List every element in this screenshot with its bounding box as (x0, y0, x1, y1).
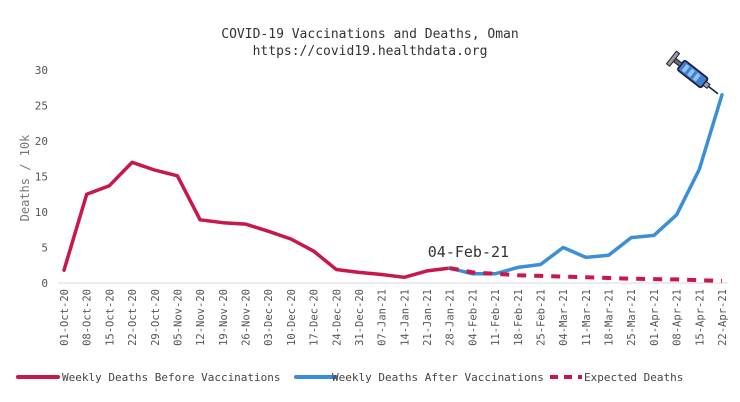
y-tick-label: 10 (35, 206, 48, 219)
legend-label-3: Expected Deaths (584, 371, 683, 384)
x-tick-label: 01-Apr-21 (649, 289, 661, 346)
x-tick-label: 03-Dec-20 (263, 289, 275, 346)
x-tick-label: 08-Apr-21 (672, 289, 684, 346)
x-tick-label: 04-Mar-21 (558, 289, 570, 346)
x-tick-label: 01-Oct-20 (59, 289, 71, 346)
y-axis-ticks: 0 5 10 15 20 25 30 (35, 64, 48, 290)
legend-label-1: Weekly Deaths Before Vaccinations (62, 371, 281, 384)
x-tick-label: 19-Nov-20 (218, 289, 230, 346)
x-tick-label: 15-Apr-21 (694, 289, 706, 346)
y-tick-label: 25 (35, 100, 48, 113)
annotation-label: 04-Feb-21 (428, 243, 509, 261)
series-line-1 (62, 160, 452, 280)
chart-title: COVID-19 Vaccinations and Deaths, Oman (221, 27, 518, 42)
x-tick-label: 18-Feb-21 (513, 289, 525, 346)
x-tick-label: 18-Mar-21 (604, 289, 616, 346)
legend-label-2: Weekly Deaths After Vaccinations (332, 371, 544, 384)
chart-subtitle: https://covid19.healthdata.org (253, 44, 488, 59)
x-tick-label: 14-Jan-21 (399, 289, 411, 346)
y-tick-label: 30 (35, 64, 48, 77)
x-tick-label: 12-Nov-20 (195, 289, 207, 346)
x-tick-label: 21-Jan-21 (422, 289, 434, 346)
syringe-icon (665, 50, 719, 95)
series-line-3 (449, 266, 723, 283)
x-tick-label: 22-Apr-21 (717, 289, 729, 346)
x-tick-label: 17-Dec-20 (309, 289, 321, 346)
y-tick-label: 15 (35, 171, 48, 184)
x-tick-label: 11-Mar-21 (581, 289, 593, 346)
legend: Weekly Deaths Before Vaccinations Weekly … (16, 371, 683, 384)
x-axis-ticks: 01-Oct-20 08-Oct-20 15-Oct-20 22-Oct-20 29-O… (59, 289, 729, 346)
x-tick-label: 05-Nov-20 (172, 289, 184, 346)
series-line-2 (447, 93, 724, 276)
x-tick-label: 31-Dec-20 (354, 289, 366, 346)
series-group (62, 93, 724, 283)
x-tick-label: 15-Oct-20 (104, 289, 116, 346)
y-tick-label: 0 (41, 277, 48, 290)
x-tick-label: 24-Dec-20 (331, 289, 343, 346)
y-axis-label: Deaths / 10k (18, 134, 32, 221)
x-tick-label: 07-Jan-21 (377, 289, 389, 346)
x-tick-label: 11-Feb-21 (490, 289, 502, 346)
x-tick-label: 26-Nov-20 (241, 289, 253, 346)
x-tick-label: 10-Dec-20 (286, 289, 298, 346)
x-tick-label: 08-Oct-20 (82, 289, 94, 346)
annotations-group: 04-Feb-21 (428, 243, 509, 261)
x-tick-label: 04-Feb-21 (467, 289, 479, 346)
x-tick-label: 25-Mar-21 (626, 289, 638, 346)
x-tick-label: 22-Oct-20 (127, 289, 139, 346)
x-tick-label: 25-Feb-21 (535, 289, 547, 346)
x-tick-label: 28-Jan-21 (445, 289, 457, 346)
x-tick-label: 29-Oct-20 (150, 289, 162, 346)
y-tick-label: 5 (41, 242, 48, 255)
y-tick-label: 20 (35, 135, 48, 148)
